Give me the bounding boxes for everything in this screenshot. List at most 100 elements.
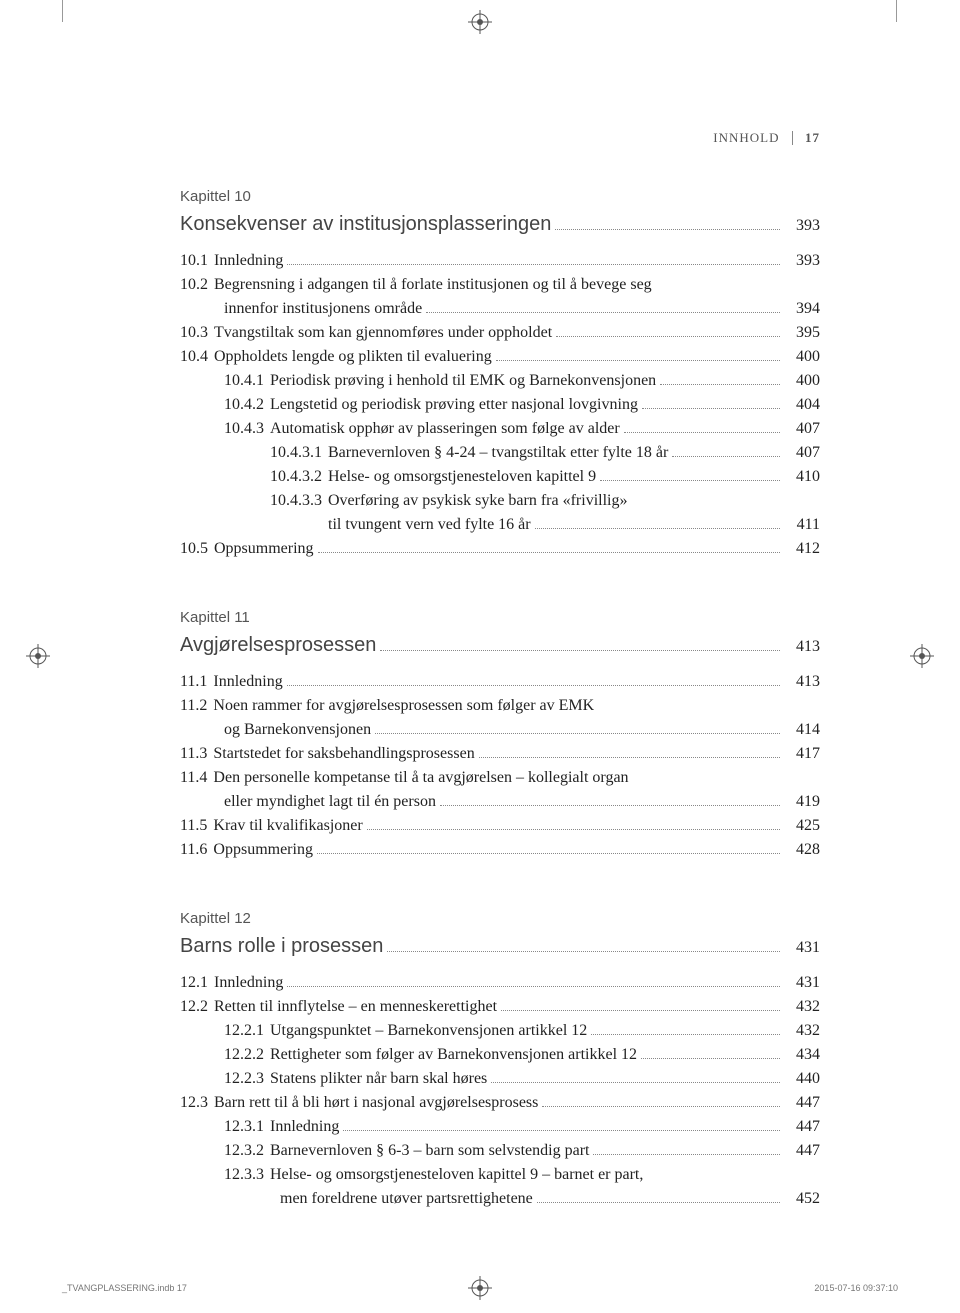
toc-dots [593,1154,780,1155]
toc-number: 12.3.1 [224,1115,264,1139]
toc-page: 447 [784,1139,820,1163]
toc-dots [318,552,780,553]
toc-entry: 10.4.3Automatisk opphør av plasseringen … [180,417,820,441]
toc-dots [537,1202,780,1203]
toc-entry: 12.2.2Rettigheter som følger av Barnekon… [180,1043,820,1067]
toc-number: 10.4.3.1 [270,441,322,465]
toc-dots [556,336,780,337]
toc-entry-continuation: til tvungent vern ved fylte 16 år411 [180,513,820,537]
toc-dots [287,685,780,686]
chapter-block: Kapittel 11Avgjørelsesprosessen41311.1In… [180,609,820,862]
toc-entry: 12.3.3Helse- og omsorgstjenesteloven kap… [180,1163,820,1187]
registration-mark-icon [910,644,934,668]
toc-label: Oppsummering [207,838,313,862]
toc-label: og Barnekonvensjonen [224,718,371,742]
toc-page: 419 [784,790,820,814]
toc-page: 452 [784,1187,820,1211]
toc-number: 10.5 [180,537,208,561]
toc-dots [535,528,780,529]
toc-label: men foreldrene utøver partsrettighetene [280,1187,533,1211]
toc-page: 412 [784,537,820,561]
chapter-title-row: Avgjørelsesprosessen 413 [180,630,820,660]
toc-label: innenfor institusjonens område [224,297,422,321]
toc-page: 393 [784,249,820,273]
toc-number: 10.2 [180,273,208,297]
chapter-title: Konsekvenser av institusjonsplasseringen [180,209,551,239]
toc-page: 400 [784,369,820,393]
toc-dots [387,951,780,952]
toc-number: 10.4.1 [224,369,264,393]
toc-entry: 10.2Begrensning i adgangen til å forlate… [180,273,820,297]
toc-number: 11.2 [180,694,207,718]
header-separator [792,131,793,145]
toc-entry: 11.1Innledning413 [180,670,820,694]
toc-dots [287,264,780,265]
chapter-title-row: Barns rolle i prosessen431 [180,931,820,961]
header-page-number: 17 [805,130,820,145]
toc-label: Statens plikter når barn skal høres [264,1067,487,1091]
chapter-title-row: Konsekvenser av institusjonsplasseringen… [180,209,820,239]
toc-label: Innledning [208,971,283,995]
toc-label: Periodisk prøving i henhold til EMK og B… [264,369,656,393]
toc-label: Startstedet for saksbehandlingsprosessen [207,742,474,766]
toc-label: Den personelle kompetanse til å ta avgjø… [207,766,628,790]
toc-entry: 10.4.3.1Barnevernloven § 4-24 – tvangsti… [180,441,820,465]
toc-dots [375,733,780,734]
toc-number: 12.3.2 [224,1139,264,1163]
toc-page: 432 [784,1019,820,1043]
toc-label: Helse- og omsorgstjenesteloven kapittel … [264,1163,643,1187]
toc-entry-continuation: og Barnekonvensjonen 414 [180,718,820,742]
toc-entry-continuation: eller myndighet lagt til én person419 [180,790,820,814]
header-label: INNHOLD [713,130,779,145]
toc-label: Lengstetid og periodisk prøving etter na… [264,393,638,417]
toc-number: 12.2.3 [224,1067,264,1091]
footer-file: _TVANGPLASSERING.indb 17 [62,1283,187,1293]
toc-page: 414 [784,718,820,742]
chapter-title: Avgjørelsesprosessen [180,630,376,660]
toc-label: Barnevernloven § 6-3 – barn som selvsten… [264,1139,589,1163]
toc-dots [287,986,780,987]
toc-page: 434 [784,1043,820,1067]
footer-timestamp: 2015-07-16 09:37:10 [814,1283,898,1293]
toc-dots [642,408,780,409]
toc-dots [380,650,780,651]
toc-page: 432 [784,995,820,1019]
toc-entry: 10.4.1Periodisk prøving i henhold til EM… [180,369,820,393]
toc-label: Barn rett til å bli hørt i nasjonal avgj… [208,1091,538,1115]
toc-entry: 11.4Den personelle kompetanse til å ta a… [180,766,820,790]
toc-label: Retten til innflytelse – en menneskerett… [208,995,497,1019]
toc-dots [479,757,780,758]
toc-entry: 10.5Oppsummering412 [180,537,820,561]
toc-entry: 10.4.3.3Overføring av psykisk syke barn … [180,489,820,513]
toc-page: 407 [784,417,820,441]
toc-entry: 11.2Noen rammer for avgjørelsesprosessen… [180,694,820,718]
toc-number: 10.1 [180,249,208,273]
toc-entry-continuation: men foreldrene utøver partsrettighetene 4… [180,1187,820,1211]
toc-dots [496,360,780,361]
toc-page: 413 [784,635,820,659]
registration-mark-icon [468,10,492,34]
toc-dots [641,1058,780,1059]
toc-page: 413 [784,670,820,694]
crop-mark [896,0,897,22]
toc-number: 10.4.2 [224,393,264,417]
toc-dots [672,456,780,457]
toc-entry: 11.5Krav til kvalifikasjoner425 [180,814,820,838]
toc-entry: 12.3.2Barnevernloven § 6-3 – barn som se… [180,1139,820,1163]
toc-label: til tvungent vern ved fylte 16 år [328,513,531,537]
page-content: INNHOLD 17 Kapittel 10Konsekvenser av in… [180,130,820,1259]
toc-dots [317,853,780,854]
toc-number: 11.4 [180,766,207,790]
toc-page: 431 [784,971,820,995]
toc-page: 394 [784,297,820,321]
toc-number: 12.3.3 [224,1163,264,1187]
toc-number: 11.1 [180,670,207,694]
toc-label: Oppholdets lengde og plikten til evaluer… [208,345,492,369]
toc-number: 10.4 [180,345,208,369]
registration-mark-icon [26,644,50,668]
toc-label: Helse- og omsorgstjenesteloven kapittel … [322,465,596,489]
toc-dots [491,1082,780,1083]
toc-entry: 12.3Barn rett til å bli hørt i nasjonal … [180,1091,820,1115]
toc-entry: 10.3Tvangstiltak som kan gjennomføres un… [180,321,820,345]
toc-number: 12.2 [180,995,208,1019]
